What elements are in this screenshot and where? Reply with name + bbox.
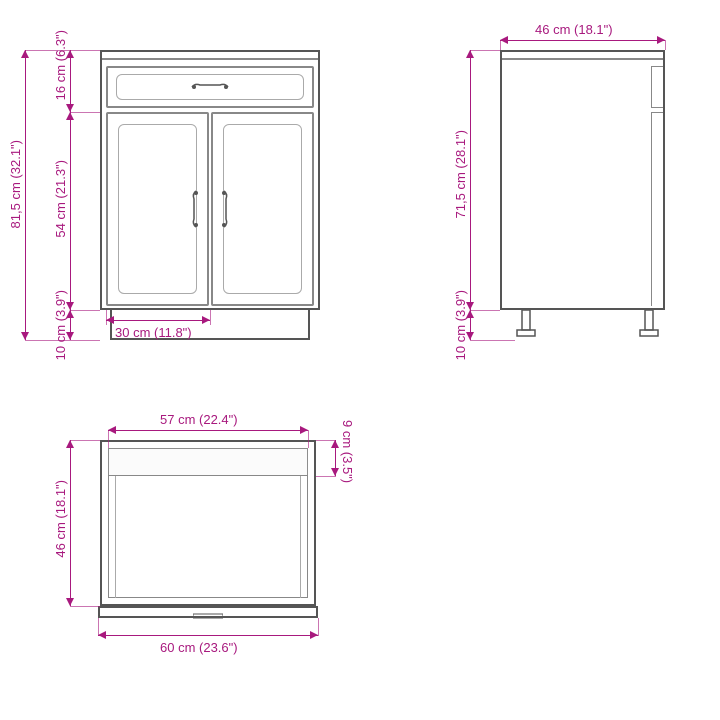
top-rail-right [300, 476, 308, 598]
dim-side-kick: 10 cm (3.9") [453, 290, 468, 360]
arrow-icon [98, 631, 106, 639]
arrow-icon [66, 112, 74, 120]
side-view [500, 50, 665, 340]
side-door-line [651, 112, 663, 306]
arrow-icon [202, 316, 210, 324]
arrow-icon [66, 598, 74, 606]
top-rail-left [108, 476, 116, 598]
front-door-right [211, 112, 314, 306]
dim-top-outer-w: 60 cm (23.6") [160, 640, 238, 655]
side-top-rail [502, 58, 663, 60]
top-handle-icon [193, 612, 223, 620]
dim-top-depth-line [70, 440, 71, 606]
door-left-inner [118, 124, 197, 294]
ext-line [70, 112, 100, 113]
top-view [100, 440, 316, 618]
arrow-icon [21, 332, 29, 340]
dim-top-depth: 46 cm (18.1") [53, 480, 68, 558]
side-leg-icon [638, 310, 660, 345]
dim-drawer-h: 16 cm (6.3") [53, 30, 68, 100]
dim-drawer-h-line [70, 50, 71, 112]
arrow-icon [310, 631, 318, 639]
ext-line [108, 430, 109, 448]
arrow-icon [500, 36, 508, 44]
ext-line [318, 618, 319, 636]
dim-top-outer-w-line [98, 635, 318, 636]
ext-line [470, 50, 500, 51]
dim-top-front-d: 9 cm (3.5") [340, 420, 355, 483]
ext-line [665, 40, 666, 50]
ext-line [70, 606, 100, 607]
arrow-icon [108, 426, 116, 434]
arrow-icon [300, 426, 308, 434]
ext-line [316, 440, 336, 441]
dim-top-inner-w: 57 cm (22.4") [160, 412, 238, 427]
side-leg-icon [515, 310, 537, 345]
dim-side-w-line [500, 40, 665, 41]
dim-side-w: 46 cm (18.1") [535, 22, 613, 37]
front-door-left [106, 112, 209, 306]
front-drawer [106, 66, 314, 108]
ext-line [70, 440, 100, 441]
door-right-handle-icon [219, 189, 229, 229]
arrow-icon [66, 104, 74, 112]
front-view [100, 50, 320, 340]
dim-side-body-h-line [470, 50, 471, 310]
arrow-icon [66, 440, 74, 448]
dim-door-w: 30 cm (11.8") [115, 325, 192, 340]
ext-line [316, 476, 336, 477]
dim-top-inner-w-line [108, 430, 308, 431]
ext-line [210, 310, 211, 325]
dim-side-body-h: 71,5 cm (28.1") [453, 130, 468, 218]
dim-total-h-line [25, 50, 26, 340]
arrow-icon [21, 50, 29, 58]
ext-line [308, 430, 309, 448]
dim-total-h: 81,5 cm (32.1") [8, 140, 23, 228]
arrow-icon [331, 468, 339, 476]
ext-line [500, 40, 501, 50]
arrow-icon [106, 316, 114, 324]
ext-line [106, 310, 107, 325]
top-rail [108, 448, 308, 476]
drawer-handle-icon [190, 82, 230, 92]
ext-line [98, 618, 99, 636]
front-top-rail [102, 58, 318, 60]
arrow-icon [331, 440, 339, 448]
dim-kick-h: 10 cm (3.9") [53, 290, 68, 360]
side-drawer-line [651, 66, 663, 108]
ext-line [470, 340, 515, 341]
arrow-icon [466, 50, 474, 58]
door-right-inner [223, 124, 302, 294]
ext-line [70, 310, 100, 311]
ext-line [470, 310, 500, 311]
side-body [500, 50, 665, 310]
door-left-handle-icon [191, 189, 201, 229]
dim-door-h-line [70, 112, 71, 310]
arrow-icon [657, 36, 665, 44]
dim-door-w-line [106, 320, 210, 321]
dim-door-h: 54 cm (21.3") [53, 160, 68, 238]
